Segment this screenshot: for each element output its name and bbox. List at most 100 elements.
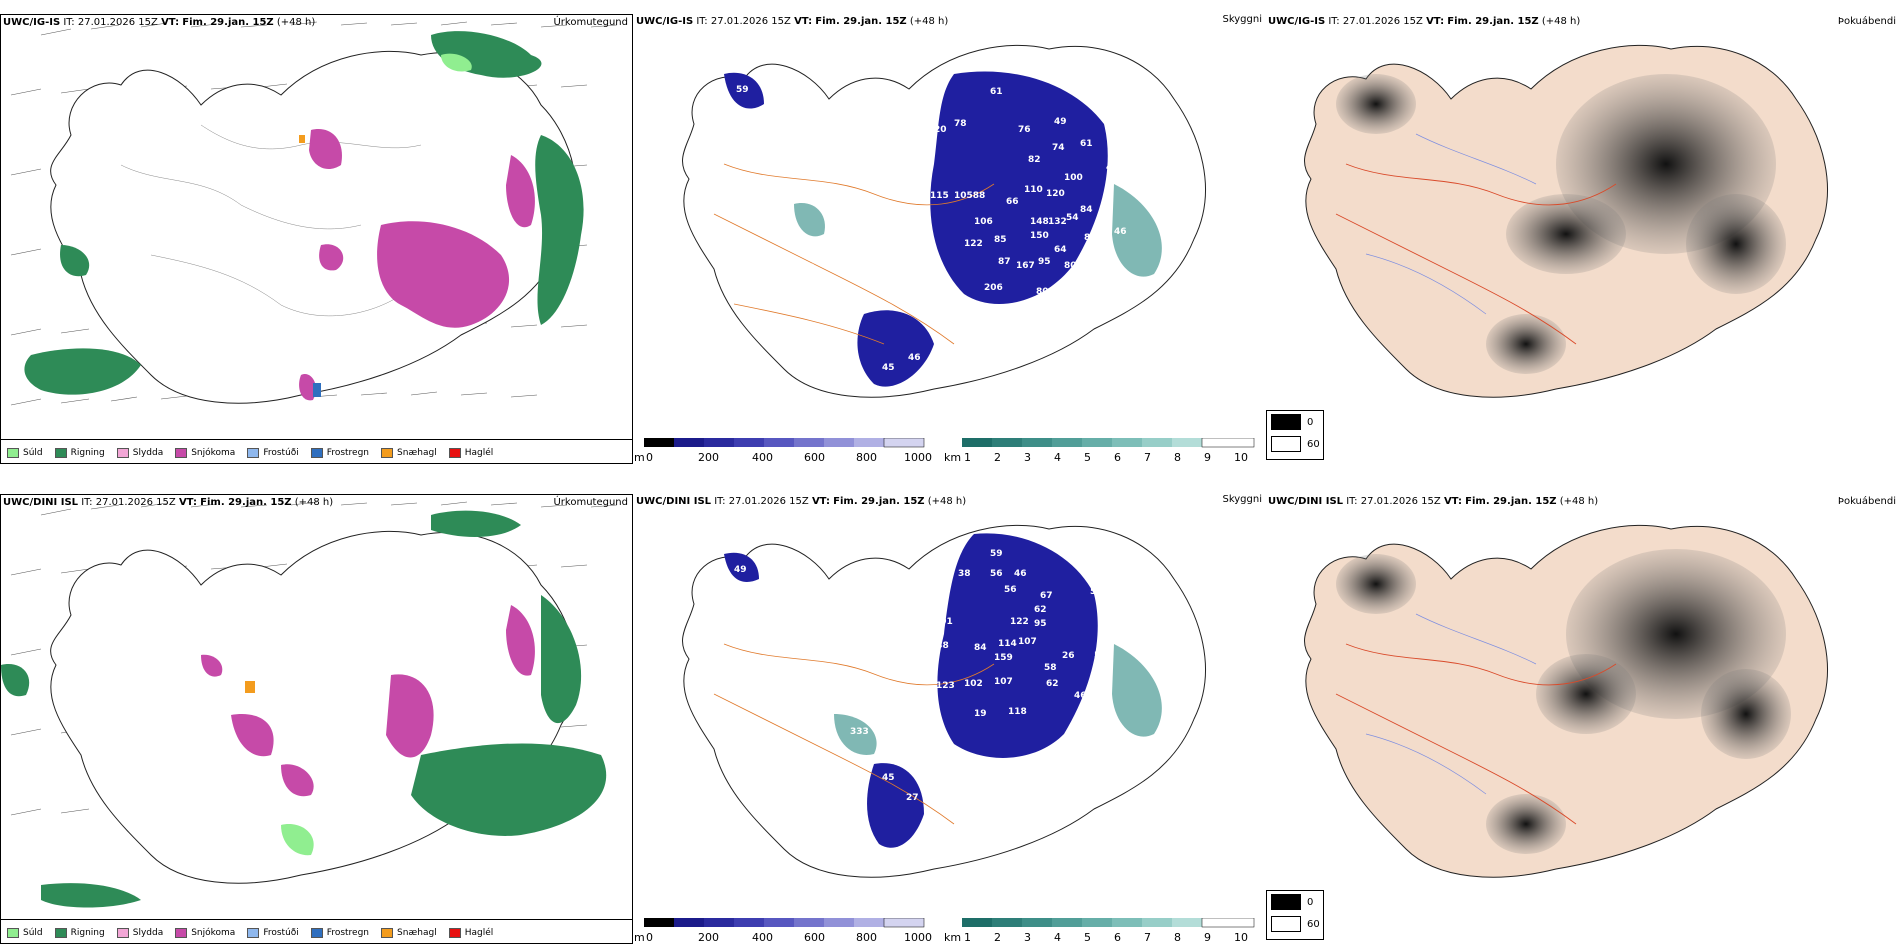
visibility-value-label: 118 (1008, 707, 1027, 717)
visibility-value-label: 61 (1080, 139, 1093, 149)
visibility-value-label: 59 (1062, 289, 1075, 299)
visibility-value-label: 46 (1114, 227, 1127, 237)
legend-swatch (381, 447, 394, 458)
scale-tick: 10 (1234, 451, 1248, 464)
legend-item: Frostúði (247, 927, 299, 938)
fog-key-row: 60 (1267, 913, 1323, 935)
legend-item: Haglél (448, 927, 493, 938)
legend-item: Frostregn (310, 447, 369, 458)
scale-unit: km (944, 451, 962, 464)
key-swatch (1271, 894, 1301, 910)
visibility-value-label: 110 (1024, 185, 1043, 195)
visibility-value-label: 41 (1100, 243, 1113, 253)
visibility-value-label: 59 (990, 549, 1003, 559)
panel-title: Þokuábendi (1837, 16, 1896, 27)
legend-item: Súld (7, 927, 43, 938)
key-swatch (1271, 436, 1301, 452)
scale-bar-km (962, 437, 1255, 448)
fog-key-row: 0 (1267, 411, 1323, 433)
key-swatch (1271, 916, 1301, 932)
scale-bar-m (644, 917, 925, 928)
precip-legend: Súld Rigning Slydda Snjókoma Frostúði Fr… (1, 439, 632, 463)
precip-legend: Súld Rigning Slydda Snjókoma Frostúði Fr… (1, 919, 632, 943)
scale-tick: 2 (994, 451, 1001, 464)
scale-tick: 6 (1114, 451, 1121, 464)
visibility-value-label: 58 (1044, 663, 1057, 673)
scale-tick: 400 (752, 931, 773, 944)
legend-item: Haglél (448, 447, 493, 458)
fog-key-row: 60 (1267, 433, 1323, 455)
visibility-value-label: 95 (1038, 257, 1051, 267)
visibility-value-label: 115 (930, 191, 949, 201)
legend-item: Frostregn (310, 927, 369, 938)
visibility-value-label: 49 (1104, 617, 1117, 627)
visibility-value-label: 87 (998, 257, 1011, 267)
visibility-value-label: 62 (1046, 679, 1059, 689)
visibility-value-label: 16 (914, 235, 927, 245)
scale-tick: 800 (856, 451, 877, 464)
scale-tick: 9 (1204, 931, 1211, 944)
legend-item: Snjókoma (175, 927, 235, 938)
visibility-value-label: 55 (1094, 651, 1107, 661)
fog-key-bottom: 0 60 (1266, 890, 1324, 940)
panel-header: UWC/DINI ISL IT: 27.01.2026 15Z VT: Fim.… (636, 496, 967, 507)
visibility-value-label: 85 (778, 667, 791, 677)
visibility-value-label: 95 (1034, 619, 1047, 629)
visibility-value-label: 61 (990, 87, 1003, 97)
visibility-value-label: 67 (916, 607, 929, 617)
visibility-value-label: 41 (906, 759, 919, 769)
scale-bar-km (962, 917, 1255, 928)
visibility-value-label: 66 (1006, 197, 1019, 207)
scale-tick: 7 (1144, 451, 1151, 464)
scale-bar-m (644, 437, 925, 448)
visibility-value-label: 92 (894, 147, 907, 157)
scale-tick: 1000 (904, 931, 932, 944)
visibility-value-label: 59 (736, 85, 749, 95)
visibility-value-label: 64 (1050, 305, 1063, 315)
visibility-value-label: 49 (1054, 117, 1067, 127)
scale-tick: 10 (1234, 931, 1248, 944)
precip-map-bottom (1, 501, 618, 908)
visibility-value-label: 167 (1016, 261, 1035, 271)
visibility-map-bottom: 59 56 46 56 67 62 59 49 49 55 38 101 122… (682, 524, 1206, 878)
scale-unit: m (634, 931, 645, 944)
cloud-base-scale-m: m 0 200 400 600 800 1000 (634, 917, 934, 944)
visibility-value-label: 10588 (954, 191, 985, 201)
visibility-value-label: 85 (994, 235, 1007, 245)
visibility-value-label: 27 (906, 383, 919, 393)
visibility-value-label: 54 (1066, 213, 1079, 223)
panel-header: UWC/DINI ISL IT: 27.01.2026 15Z VT: Fim.… (3, 497, 334, 508)
legend-swatch (310, 927, 323, 938)
visibility-value-label: 158 (754, 113, 773, 123)
legend-item: Slydda (116, 447, 163, 458)
visibility-value-label: 62 (1034, 605, 1047, 615)
visibility-value-label: 84 (1080, 205, 1093, 215)
visibility-value-label: 89 (1084, 233, 1097, 243)
scale-tick: 8 (1174, 931, 1181, 944)
visibility-value-label: 100 (714, 125, 733, 135)
scale-tick: 6 (1114, 931, 1121, 944)
visibility-value-label: 82 (1028, 155, 1041, 165)
visibility-value-labels: 61 49 76 74 82 61 49 92 27 78 20 110 120… (714, 85, 1127, 393)
visibility-value-label: 106 (974, 217, 993, 227)
legend-swatch (175, 927, 188, 938)
cloud-base-scale-m: m 0 200 400 600 800 1000 (634, 437, 934, 464)
visibility-panel-top: 61 49 76 74 82 61 49 92 27 78 20 110 120… (634, 14, 1266, 464)
key-swatch (1271, 414, 1301, 430)
visibility-value-label: 102 (964, 679, 983, 689)
legend-item: Súld (7, 447, 43, 458)
visibility-value-label: 82 (904, 741, 917, 751)
legend-item: Slydda (116, 927, 163, 938)
scale-tick: 400 (752, 451, 773, 464)
legend-swatch (175, 447, 188, 458)
visibility-value-label: 107 (1018, 637, 1037, 647)
scale-tick: 4 (1054, 451, 1061, 464)
visibility-value-label: 43 (1100, 213, 1113, 223)
panel-header: UWC/IG-IS IT: 27.01.2026 15Z VT: Fim. 29… (3, 17, 316, 28)
visibility-value-label: 148 (1030, 217, 1049, 227)
visibility-value-label: 39 (1006, 315, 1019, 325)
visibility-value-label: 38 (958, 569, 971, 579)
visibility-value-label: 144 (894, 647, 913, 657)
visibility-value-label: 101 (934, 617, 953, 627)
visibility-value-label: 26 (1062, 651, 1075, 661)
